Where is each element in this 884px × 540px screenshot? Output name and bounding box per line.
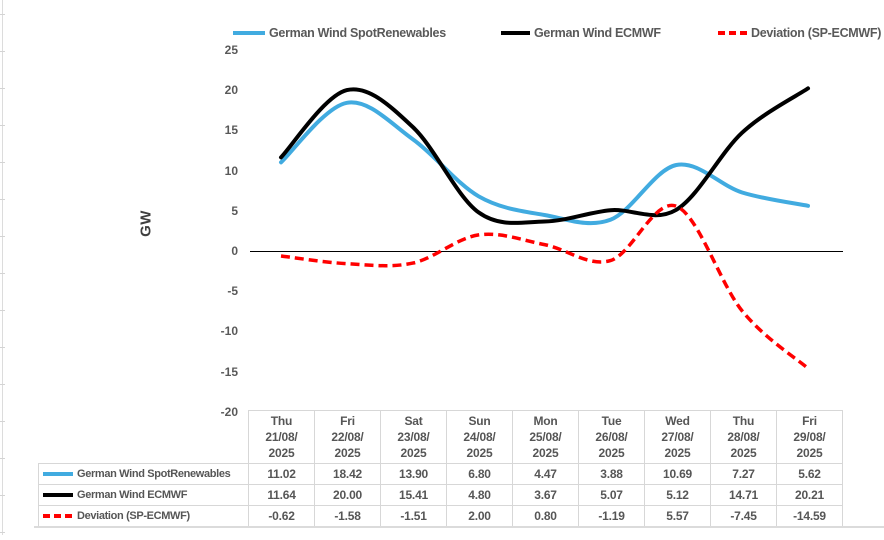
table-row-label: German Wind SpotRenewables: [38, 463, 249, 485]
table-value-cell: 3.67: [512, 484, 579, 506]
table-date-header: Tue 26/08/2025: [578, 410, 645, 464]
table-row: Deviation (SP-ECMWF) -0.62 -1.58 -1.51 2.00 0…: [38, 505, 843, 527]
table-date-header: Sun 24/08/2025: [446, 410, 513, 464]
table-value-cell: 5.62: [776, 463, 843, 485]
plot-area[interactable]: [0, 0, 884, 430]
table-value-cell: 5.12: [644, 484, 711, 506]
sheet-row-tick: [0, 532, 5, 533]
sheet-row-tick: [0, 347, 5, 348]
table-value-cell: -1.19: [578, 505, 645, 527]
y-tick-label: 0: [231, 244, 238, 258]
table-value-cell: 20.21: [776, 484, 843, 506]
table-value-cell: 7.27: [710, 463, 777, 485]
y-tick-label: -5: [227, 284, 238, 299]
sheet-row-tick: [0, 273, 5, 274]
sheet-row-tick: [0, 14, 5, 15]
table-value-cell: 5.07: [578, 484, 645, 506]
chart-bottom-border: [34, 526, 884, 528]
table-value-cell: 18.42: [314, 463, 381, 485]
table-value-cell: -7.45: [710, 505, 777, 527]
sheet-row-tick: [0, 310, 5, 311]
table-date-header: Fri 29/08/2025: [776, 410, 843, 464]
legend-item-ecmwf[interactable]: German Wind ECMWF: [501, 26, 661, 40]
series-line-german-wind-spotrenewables[interactable]: [279, 100, 810, 226]
table-row: German Wind ECMWF 11.64 20.00 15.41 4.80 3.67…: [38, 484, 843, 506]
table-value-cell: 20.00: [314, 484, 381, 506]
legend-line-swatch-blue: [233, 31, 265, 35]
series-name: German Wind SpotRenewables: [77, 468, 231, 480]
y-tick-label: 10: [224, 163, 238, 178]
table-value-cell: 10.69: [644, 463, 711, 485]
data-table: Thu 21/08/2025 Fri 22/08/2025 Sat 23/08/2025 S…: [38, 410, 843, 527]
table-value-cell: -0.62: [248, 505, 315, 527]
table-value-cell: 2.00: [446, 505, 513, 527]
y-tick-label: 20: [224, 83, 238, 98]
table-corner-cell: [39, 411, 249, 464]
sheet-row-tick: [0, 88, 5, 89]
table-value-cell: 15.41: [380, 484, 447, 506]
table-value-cell: -1.58: [314, 505, 381, 527]
series-name: German Wind ECMWF: [77, 489, 188, 501]
series-swatch-solid: [43, 472, 73, 476]
series-line-deviation-sp-ecmwf-[interactable]: [280, 203, 810, 370]
sheet-row-tick: [0, 495, 5, 496]
table-date-header: Wed 27/08/2025: [644, 410, 711, 464]
table-value-cell: 11.64: [248, 484, 315, 506]
table-value-cell: 13.90: [380, 463, 447, 485]
legend-line-swatch-black: [501, 31, 530, 35]
table-date-header: Sat 23/08/2025: [380, 410, 447, 464]
table-date-header: Fri 22/08/2025: [314, 410, 381, 464]
table-row-label: Deviation (SP-ECMWF): [38, 505, 249, 527]
table-value-cell: 0.80: [512, 505, 579, 527]
legend-item-spotrenewables[interactable]: German Wind SpotRenewables: [233, 26, 446, 40]
sheet-row-tick: [0, 384, 5, 385]
sheet-row-tick: [0, 162, 5, 163]
sheet-row-tick: [0, 421, 5, 422]
legend-label: German Wind SpotRenewables: [269, 26, 446, 40]
legend-label: German Wind ECMWF: [534, 26, 661, 40]
table-row: German Wind SpotRenewables 11.02 18.42 13.9…: [38, 463, 843, 485]
table-value-cell: 4.47: [512, 463, 579, 485]
sheet-left-edge: [2, 0, 3, 535]
table-value-cell: 6.80: [446, 463, 513, 485]
y-tick-label: -15: [220, 364, 238, 379]
table-date-header: Mon 25/08/2025: [512, 410, 579, 464]
table-value-cell: 5.57: [644, 505, 711, 527]
table-date-header: Thu 28/08/2025: [710, 410, 777, 464]
table-value-cell: 3.88: [578, 463, 645, 485]
y-tick-label: -10: [220, 324, 238, 339]
series-line-german-wind-ecmwf[interactable]: [279, 86, 810, 225]
sheet-row-tick: [0, 458, 5, 459]
sheet-row-tick: [0, 236, 5, 237]
y-tick-label: 25: [224, 42, 238, 57]
table-value-cell: 11.02: [248, 463, 315, 485]
table-row-label: German Wind ECMWF: [38, 484, 249, 506]
series-name: Deviation (SP-ECMWF): [77, 510, 190, 522]
y-tick-label: 15: [224, 123, 238, 138]
legend-line-swatch-red-dashed: [718, 31, 747, 35]
sheet-row-tick: [0, 51, 5, 52]
legend-item-deviation[interactable]: Deviation (SP-ECMWF): [718, 26, 881, 40]
table-value-cell: 4.80: [446, 484, 513, 506]
y-tick-label: 5: [231, 203, 238, 218]
sheet-row-tick: [0, 125, 5, 126]
y-tick-label: -20: [220, 404, 238, 419]
series-swatch-dashed: [43, 514, 73, 518]
table-value-cell: 14.71: [710, 484, 777, 506]
legend-label: Deviation (SP-ECMWF): [751, 26, 882, 40]
series-swatch-solid: [43, 493, 73, 497]
sheet-row-tick: [0, 199, 5, 200]
table-date-header: Thu 21/08/2025: [248, 410, 315, 464]
table-value-cell: -14.59: [776, 505, 843, 527]
table-value-cell: -1.51: [380, 505, 447, 527]
